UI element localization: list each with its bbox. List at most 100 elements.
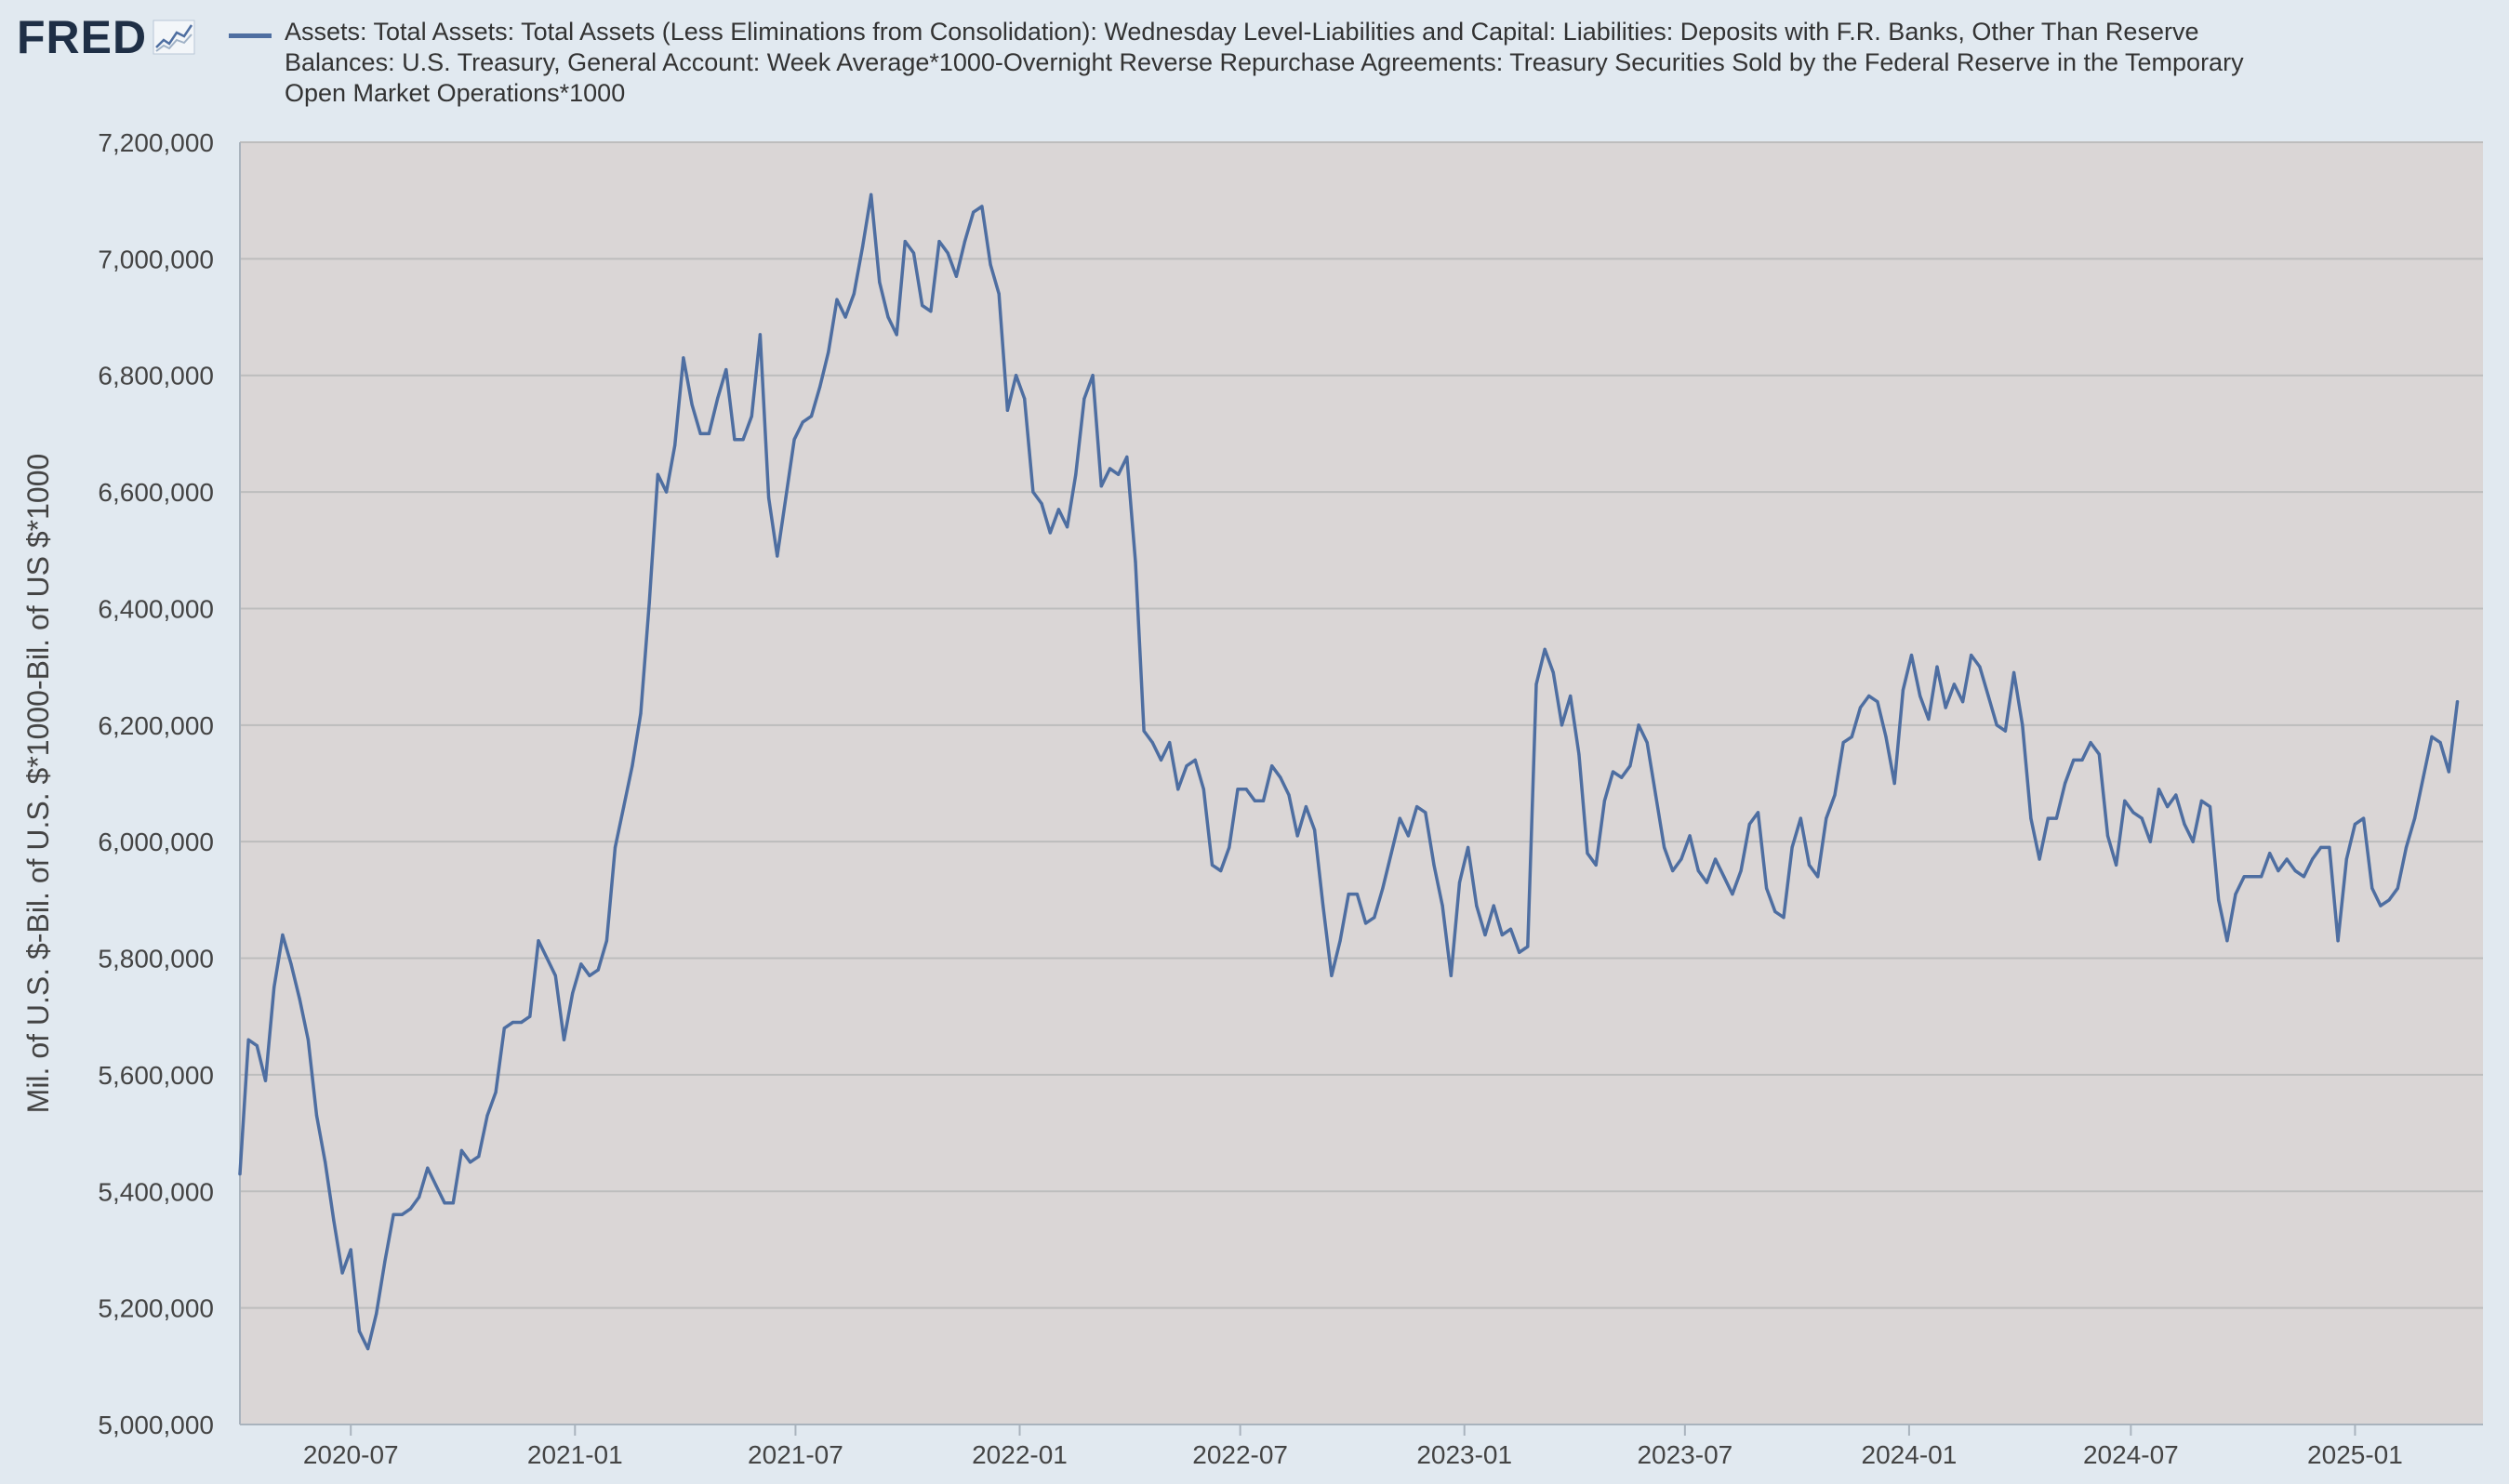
data-point[interactable] <box>886 315 890 319</box>
data-point[interactable] <box>349 1248 352 1252</box>
data-point[interactable] <box>1918 694 1922 698</box>
data-point[interactable] <box>2268 852 2272 855</box>
data-point[interactable] <box>2038 857 2041 861</box>
data-point[interactable] <box>733 438 737 442</box>
data-point[interactable] <box>2012 670 2016 675</box>
data-point[interactable] <box>1560 723 1564 727</box>
data-point[interactable] <box>1935 665 1939 669</box>
data-point[interactable] <box>2319 845 2323 850</box>
data-point[interactable] <box>418 1195 421 1199</box>
data-point[interactable] <box>1577 752 1581 756</box>
data-point[interactable] <box>443 1201 446 1205</box>
data-point[interactable] <box>1628 764 1632 768</box>
data-point[interactable] <box>1091 374 1095 378</box>
data-point[interactable] <box>306 1038 310 1041</box>
data-point[interactable] <box>2302 875 2305 879</box>
data-point[interactable] <box>1381 886 1385 890</box>
data-point[interactable] <box>324 1160 327 1164</box>
data-point[interactable] <box>2396 886 2399 890</box>
data-point[interactable] <box>1679 857 1683 861</box>
data-point[interactable] <box>1756 811 1760 815</box>
data-point[interactable] <box>1765 886 1769 890</box>
data-point[interactable] <box>878 280 882 284</box>
data-point[interactable] <box>1663 845 1666 850</box>
data-point[interactable] <box>1884 735 1888 739</box>
data-point[interactable] <box>2250 875 2254 879</box>
data-point[interactable] <box>392 1212 395 1216</box>
data-point[interactable] <box>1696 868 1700 873</box>
data-point[interactable] <box>2157 788 2161 791</box>
data-point[interactable] <box>895 333 898 337</box>
data-point[interactable] <box>289 962 293 966</box>
data-point[interactable] <box>2362 816 2366 820</box>
data-point[interactable] <box>400 1212 404 1216</box>
data-point[interactable] <box>2097 752 2101 756</box>
data-point[interactable] <box>835 298 839 301</box>
fred-logo[interactable]: FRED <box>17 11 195 63</box>
data-point[interactable] <box>2293 868 2297 873</box>
data-point[interactable] <box>1270 764 1274 768</box>
data-point[interactable] <box>2285 857 2289 861</box>
data-point[interactable] <box>673 444 677 447</box>
data-point[interactable] <box>604 939 609 943</box>
data-point[interactable] <box>1432 863 1436 867</box>
data-point[interactable] <box>613 845 617 850</box>
data-point[interactable] <box>332 1219 336 1223</box>
data-point[interactable] <box>997 292 1001 296</box>
data-point[interactable] <box>596 968 600 972</box>
data-point[interactable] <box>962 240 967 244</box>
data-point[interactable] <box>750 415 753 418</box>
data-point[interactable] <box>1117 472 1121 476</box>
data-point[interactable] <box>383 1259 387 1264</box>
data-point[interactable] <box>263 1079 268 1082</box>
data-point[interactable] <box>1159 758 1163 762</box>
data-point[interactable] <box>2191 840 2195 843</box>
data-point[interactable] <box>1995 723 1998 727</box>
data-point[interactable] <box>801 420 804 424</box>
data-point[interactable] <box>1467 845 1470 850</box>
data-point[interactable] <box>1150 741 1154 745</box>
data-point[interactable] <box>2208 805 2212 809</box>
data-point[interactable] <box>2438 741 2442 745</box>
data-point[interactable] <box>1722 875 1726 879</box>
data-point[interactable] <box>2336 939 2340 943</box>
data-point[interactable] <box>1526 945 1530 948</box>
data-point[interactable] <box>870 192 873 196</box>
data-point[interactable] <box>1168 741 1172 745</box>
data-point[interactable] <box>2379 904 2383 908</box>
data-point[interactable] <box>1594 863 1598 867</box>
data-point[interactable] <box>1782 916 1786 920</box>
data-point[interactable] <box>690 403 694 406</box>
data-point[interactable] <box>1066 525 1069 529</box>
data-point[interactable] <box>1508 927 1513 931</box>
data-point[interactable] <box>2105 834 2110 838</box>
data-point[interactable] <box>1295 834 1299 838</box>
data-point[interactable] <box>434 1184 438 1187</box>
data-point[interactable] <box>1330 974 1334 977</box>
data-point[interactable] <box>553 974 557 977</box>
data-point[interactable] <box>1287 793 1291 797</box>
data-point[interactable] <box>1389 852 1393 855</box>
data-point[interactable] <box>2003 729 2007 733</box>
data-point[interactable] <box>2234 893 2237 896</box>
data-point[interactable] <box>366 1346 370 1351</box>
data-point[interactable] <box>716 397 720 401</box>
data-point[interactable] <box>622 805 626 809</box>
data-point[interactable] <box>1739 868 1743 873</box>
data-point[interactable] <box>528 1014 532 1018</box>
data-point[interactable] <box>2166 805 2170 809</box>
data-point[interactable] <box>1876 700 1879 704</box>
data-point[interactable] <box>1731 893 1734 896</box>
data-point[interactable] <box>272 986 276 989</box>
data-point[interactable] <box>1364 921 1368 925</box>
data-point[interactable] <box>2242 875 2246 879</box>
data-point[interactable] <box>1108 467 1112 470</box>
data-point[interactable] <box>1705 881 1708 884</box>
data-point[interactable] <box>255 1044 259 1048</box>
data-point[interactable] <box>2404 845 2409 850</box>
data-point[interactable] <box>502 1027 506 1030</box>
data-point[interactable] <box>1261 799 1266 802</box>
data-point[interactable] <box>2413 816 2417 820</box>
data-point[interactable] <box>937 240 941 244</box>
data-point[interactable] <box>2115 863 2118 867</box>
